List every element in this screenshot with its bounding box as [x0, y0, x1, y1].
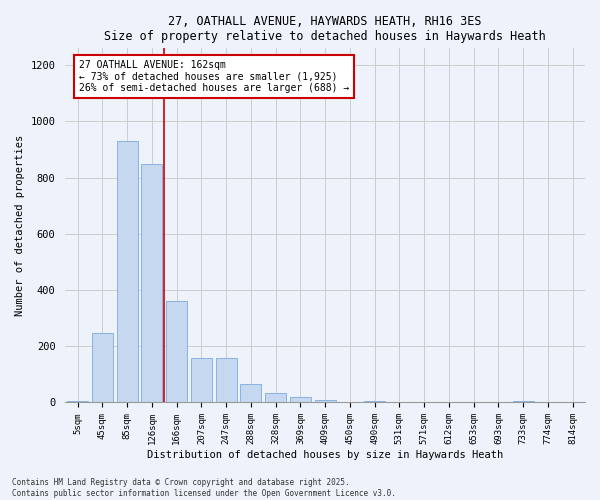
X-axis label: Distribution of detached houses by size in Haywards Heath: Distribution of detached houses by size …	[147, 450, 503, 460]
Text: Contains HM Land Registry data © Crown copyright and database right 2025.
Contai: Contains HM Land Registry data © Crown c…	[12, 478, 396, 498]
Title: 27, OATHALL AVENUE, HAYWARDS HEATH, RH16 3ES
Size of property relative to detach: 27, OATHALL AVENUE, HAYWARDS HEATH, RH16…	[104, 15, 546, 43]
Bar	[116, 141, 137, 403]
Bar	[142, 164, 163, 402]
Y-axis label: Number of detached properties: Number of detached properties	[15, 135, 25, 316]
Bar	[67, 401, 88, 402]
Bar	[215, 358, 236, 403]
Bar	[92, 333, 113, 402]
Text: 27 OATHALL AVENUE: 162sqm
← 73% of detached houses are smaller (1,925)
26% of se: 27 OATHALL AVENUE: 162sqm ← 73% of detac…	[79, 60, 349, 93]
Bar	[241, 384, 262, 402]
Bar	[512, 401, 533, 402]
Bar	[364, 401, 385, 402]
Bar	[166, 302, 187, 402]
Bar	[314, 400, 335, 402]
Bar	[290, 397, 311, 402]
Bar	[191, 358, 212, 403]
Bar	[265, 394, 286, 402]
